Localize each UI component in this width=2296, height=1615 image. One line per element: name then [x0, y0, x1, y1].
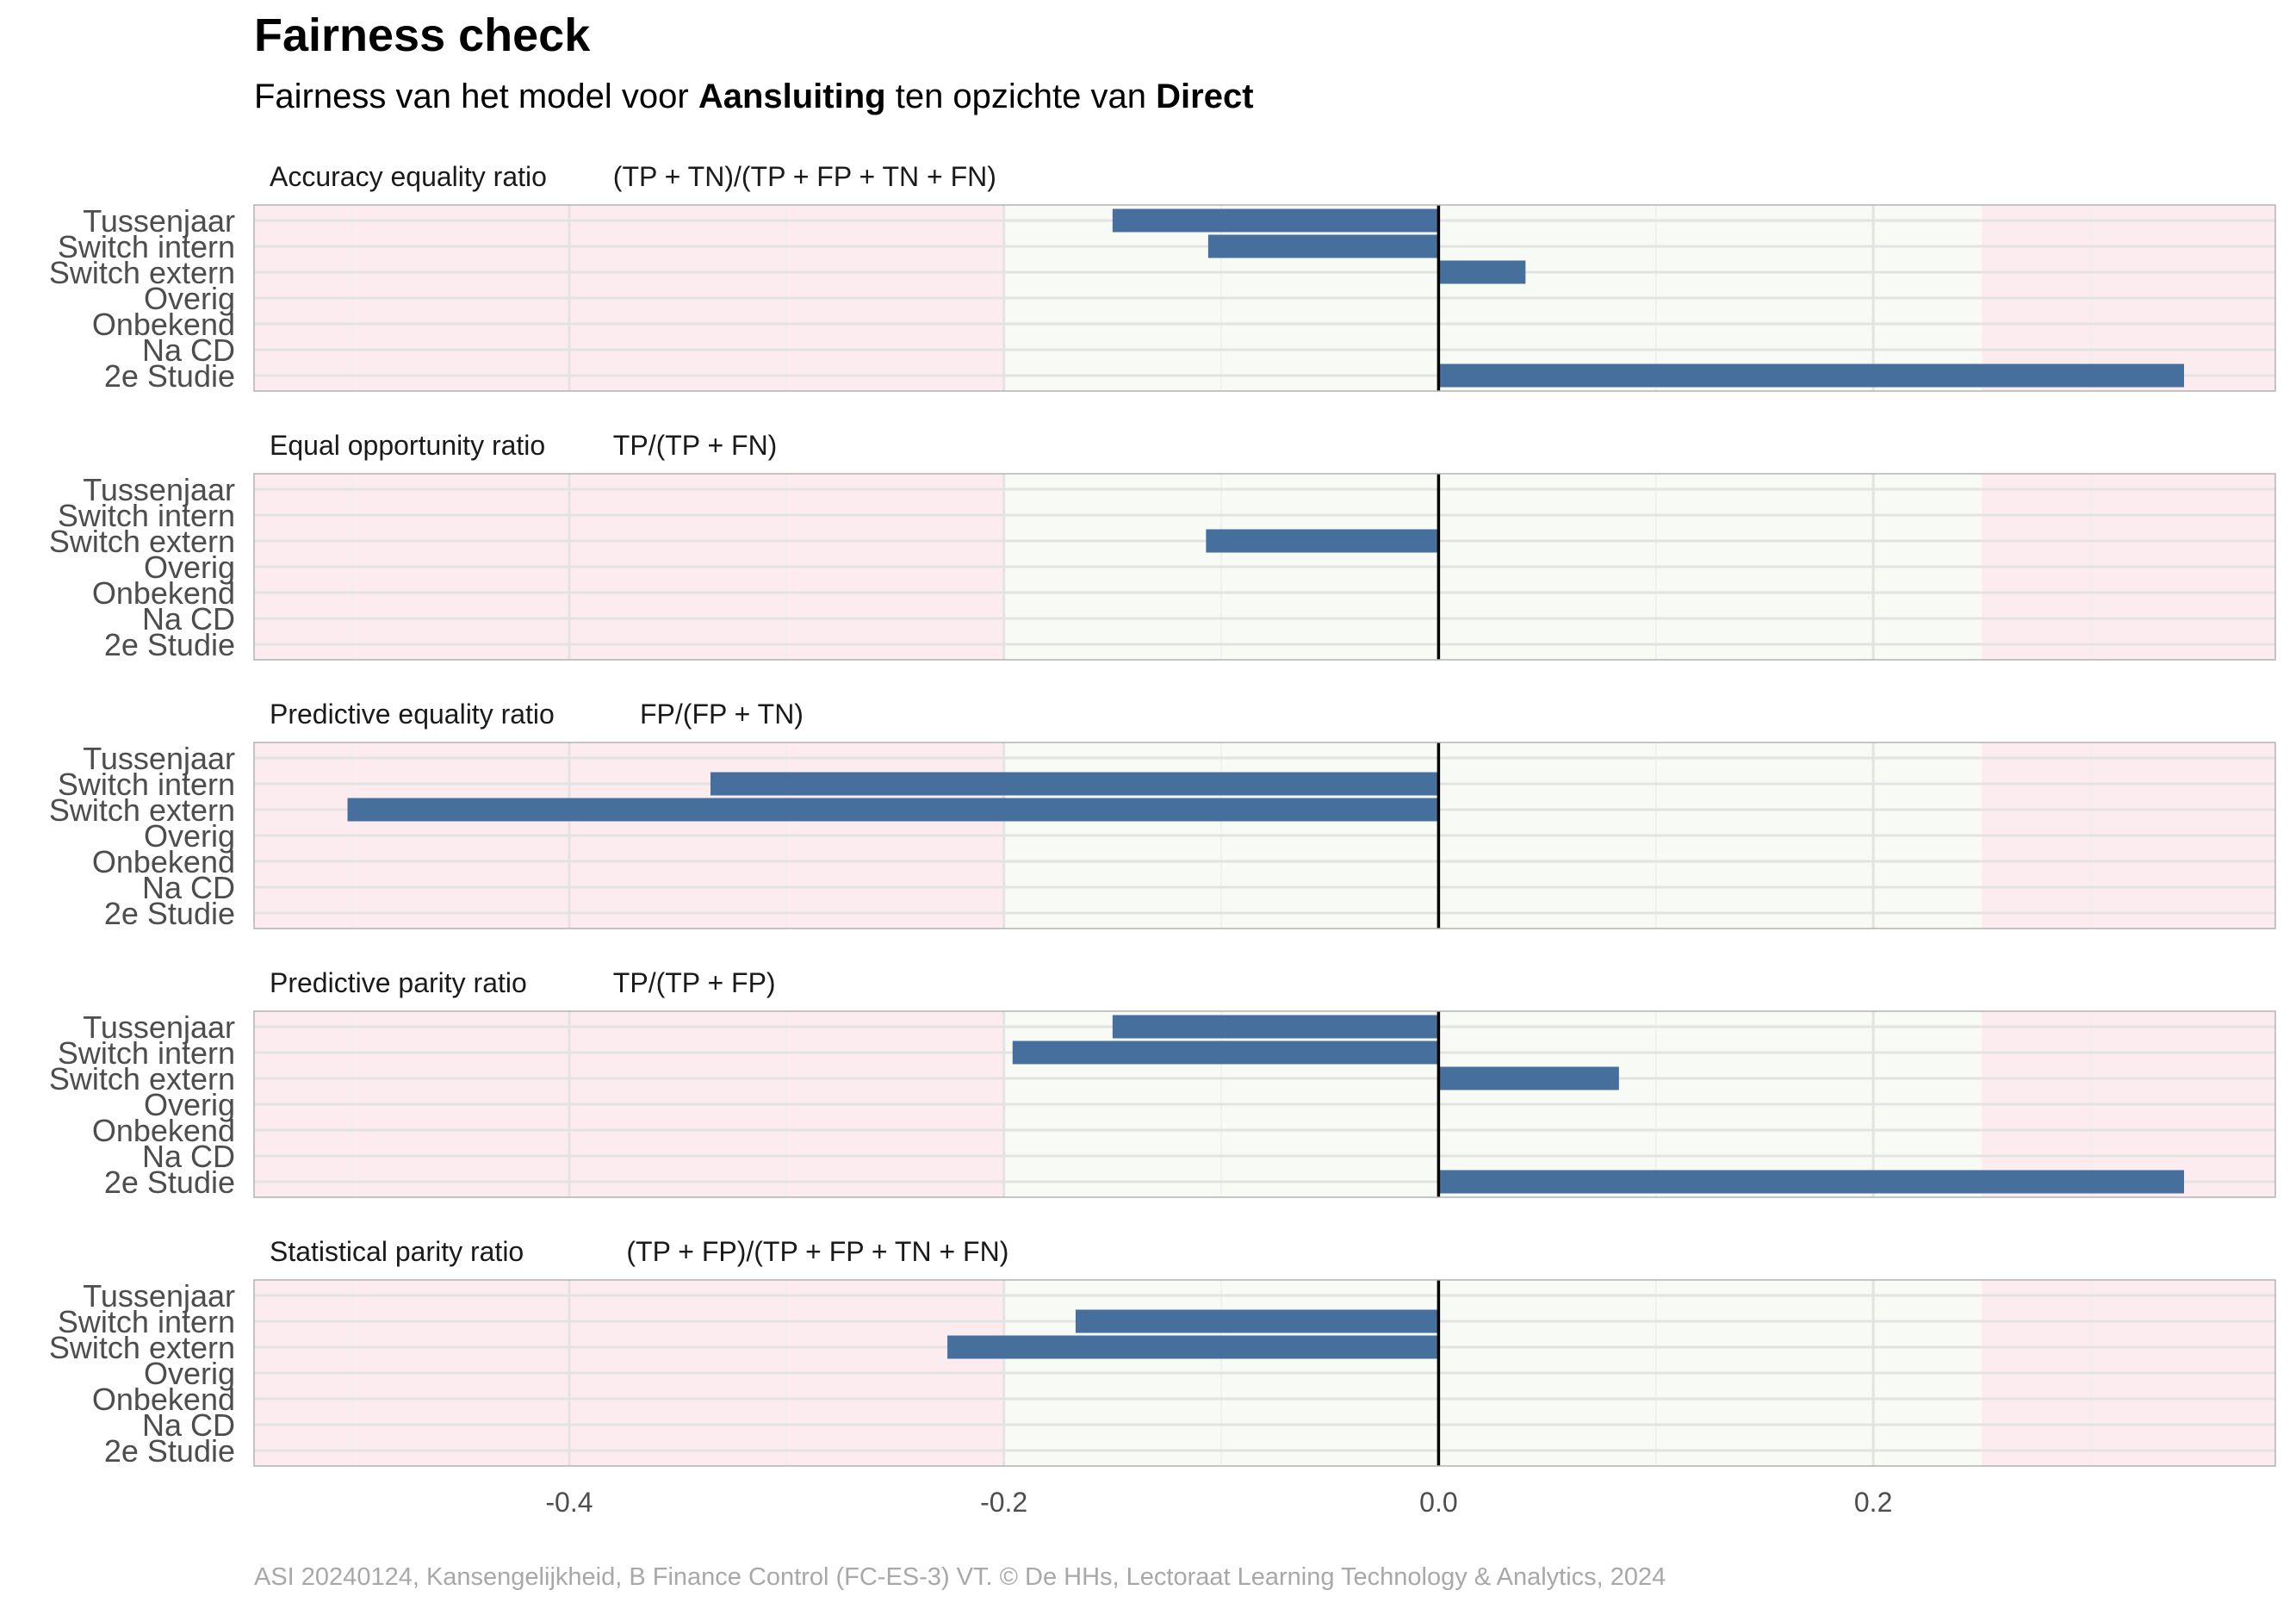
panel-3-bar-switch-intern: [710, 772, 1439, 796]
panel-1-category-label: Switch extern: [49, 255, 235, 290]
subtitle-reference: Direct: [1156, 78, 1254, 115]
x-tick-label: 0.0: [1419, 1487, 1457, 1518]
panel-5-bar-switch-extern: [947, 1335, 1439, 1359]
panel-4-border: [253, 1010, 2276, 1198]
panel-2-category-label: Tussenjaar: [83, 472, 235, 507]
panel-2-label: Equal opportunity ratio: [270, 430, 545, 461]
panel-1-border: [253, 204, 2276, 392]
panel-1-category-label: Overig: [144, 281, 235, 316]
panel-5-category-label: 2e Studie: [104, 1433, 235, 1469]
panel-5-category-label: Onbekend: [92, 1382, 235, 1417]
panel-3-border: [253, 742, 2276, 929]
chart-title: Fairness check: [254, 9, 591, 61]
subtitle-prefix: Fairness van het model voor: [254, 78, 698, 115]
panel-4-formula: TP/(TP + FP): [613, 967, 776, 998]
panel-5-label: Statistical parity ratio: [270, 1236, 524, 1267]
panel-4-category-label: Switch extern: [49, 1061, 235, 1096]
panel-2-bar-switch-extern: [1206, 529, 1439, 553]
panel-5-category-label: Overig: [144, 1356, 235, 1391]
panel-3-category-label: 2e Studie: [104, 896, 235, 931]
panel-1-label: Accuracy equality ratio: [270, 161, 547, 192]
x-tick-label: -0.2: [980, 1487, 1027, 1518]
panel-4-bar-switch-extern: [1438, 1066, 1619, 1090]
panel-4-category-label: 2e Studie: [104, 1165, 235, 1200]
panel-4-bar-tussenjaar: [1112, 1015, 1439, 1039]
panel-5-bar-switch-intern: [1075, 1309, 1439, 1333]
panel-5-border: [253, 1279, 2276, 1467]
panel-1-category-label: Onbekend: [92, 307, 235, 342]
panel-1-bar-switch-extern: [1438, 260, 1526, 284]
panel-5-formula: (TP + FP)/(TP + FP + TN + FN): [626, 1236, 1008, 1267]
panel-5-category-label: Switch extern: [49, 1330, 235, 1365]
panel-3-category-label: Switch intern: [58, 767, 235, 802]
panel-4-category-label: Overig: [144, 1087, 235, 1122]
panel-3-label: Predictive equality ratio: [270, 699, 555, 730]
x-tick-label: 0.2: [1854, 1487, 1892, 1518]
panel-3-formula: FP/(FP + TN): [640, 699, 804, 730]
panel-2-category-label: 2e Studie: [104, 627, 235, 662]
panel-1-category-label: Tussenjaar: [83, 203, 235, 239]
panel-1-category-label: Switch intern: [58, 229, 235, 264]
panel-1-formula: (TP + TN)/(TP + FP + TN + FN): [613, 161, 996, 192]
subtitle-middle: ten opzichte van: [885, 78, 1157, 115]
panel-5-category-label: Switch intern: [58, 1304, 235, 1339]
panel-2-formula: TP/(TP + FN): [613, 430, 778, 461]
panel-2-category-label: Onbekend: [92, 575, 235, 611]
panel-1-category-label: 2e Studie: [104, 358, 235, 394]
panel-3-category-label: Onbekend: [92, 844, 235, 879]
panel-1-bar-2e-studie: [1438, 363, 2185, 388]
panel-3-category-label: Tussenjaar: [83, 741, 235, 776]
panel-4-category-label: Na CD: [142, 1139, 235, 1174]
panel-5-category-label: Na CD: [142, 1407, 235, 1443]
panel-2-border: [253, 473, 2276, 661]
panel-1-bar-tussenjaar: [1112, 208, 1439, 233]
panel-3-category-label: Overig: [144, 818, 235, 854]
panel-2-category-label: Switch intern: [58, 498, 235, 533]
panel-1-category-label: Na CD: [142, 332, 235, 368]
panel-2-category-label: Na CD: [142, 601, 235, 637]
panel-2-category-label: Switch extern: [49, 524, 235, 559]
panel-4-category-label: Onbekend: [92, 1113, 235, 1148]
x-tick-label: -0.4: [545, 1487, 593, 1518]
panel-4-label: Predictive parity ratio: [270, 967, 527, 998]
panel-3-category-label: Na CD: [142, 870, 235, 905]
panel-2-category-label: Overig: [144, 550, 235, 585]
panel-3-bar-switch-extern: [347, 798, 1439, 822]
panel-1-bar-switch-intern: [1207, 234, 1439, 258]
panel-3-category-label: Switch extern: [49, 792, 235, 828]
panel-5-category-label: Tussenjaar: [83, 1278, 235, 1314]
panel-4-category-label: Switch intern: [58, 1035, 235, 1071]
subtitle-target: Aansluiting: [698, 78, 886, 115]
panel-4-category-label: Tussenjaar: [83, 1009, 235, 1045]
panel-4-bar-2e-studie: [1438, 1170, 2185, 1194]
panel-4-bar-switch-intern: [1012, 1040, 1439, 1065]
chart-caption: ASI 20240124, Kansengelijkheid, B Financ…: [254, 1563, 1666, 1591]
chart-subtitle: Fairness van het model voor Aansluiting …: [254, 78, 1254, 116]
